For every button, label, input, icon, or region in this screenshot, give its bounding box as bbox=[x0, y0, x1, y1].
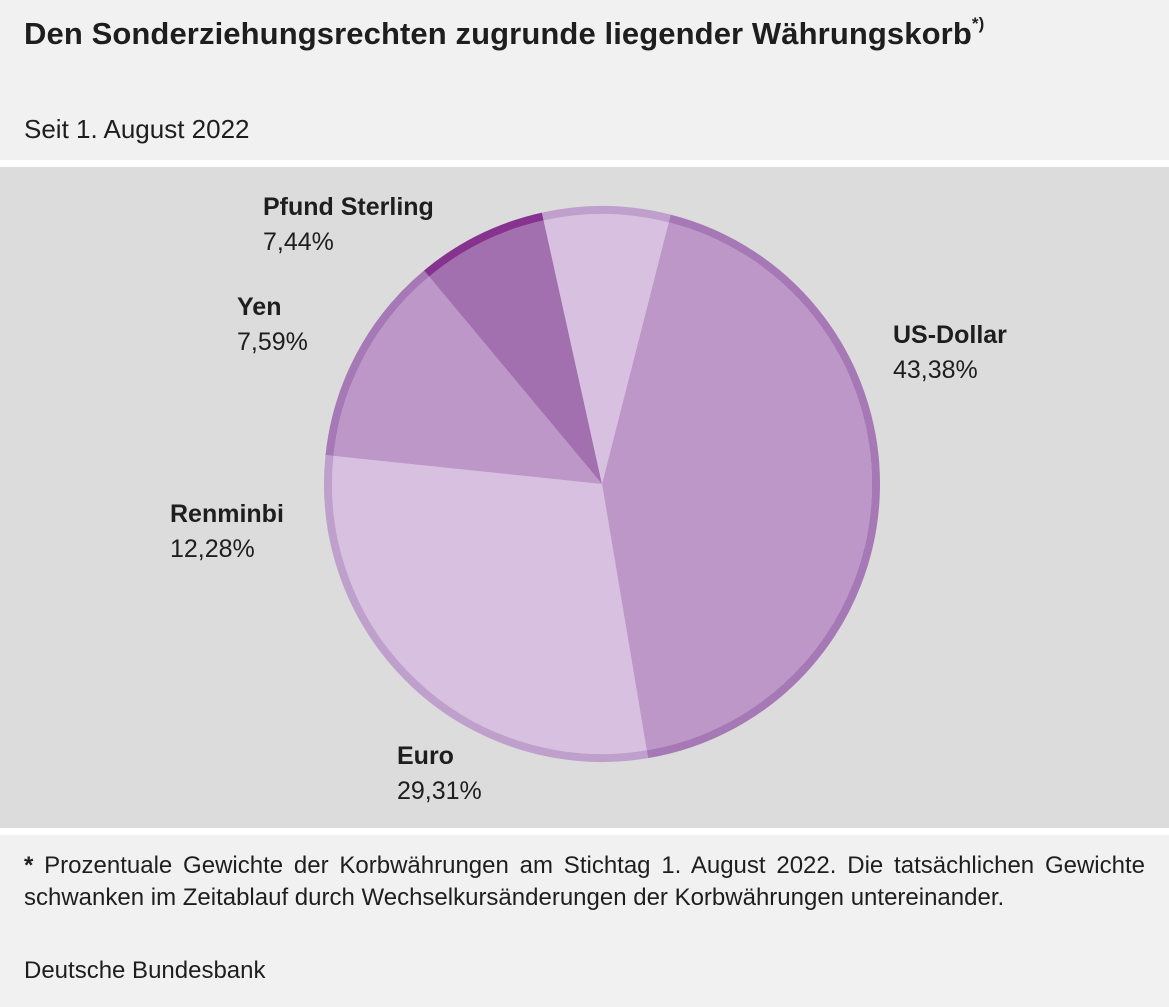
pie-rim-pfund-sterling bbox=[541, 206, 671, 223]
slice-value-us-dollar: 43,38% bbox=[893, 356, 978, 384]
slice-value-renminbi: 12,28% bbox=[170, 535, 255, 563]
bottom-divider bbox=[0, 828, 1169, 835]
pie-rim-renminbi bbox=[325, 270, 430, 456]
pie-rim-euro bbox=[324, 455, 649, 762]
footnote: * Prozentuale Gewichte der Korbwährungen… bbox=[24, 850, 1145, 914]
pie-slice-euro bbox=[331, 455, 647, 754]
pie-rim-us-dollar bbox=[646, 214, 880, 759]
pie-slice-us-dollar bbox=[602, 222, 872, 751]
label-renminbi: Renminbi 12,28% bbox=[170, 497, 284, 567]
chart-title: Den Sonderziehungsrechten zugrunde liege… bbox=[24, 13, 985, 52]
slice-value-euro: 29,31% bbox=[397, 777, 482, 805]
pie-rim-yen bbox=[424, 212, 544, 277]
label-yen: Yen 7,59% bbox=[237, 290, 308, 360]
slice-name-euro: Euro bbox=[397, 742, 454, 770]
label-us-dollar: US-Dollar 43,38% bbox=[893, 318, 1007, 388]
chart-subtitle: Seit 1. August 2022 bbox=[24, 114, 250, 144]
pie-slice-pfund-sterling bbox=[543, 214, 669, 484]
label-euro: Euro 29,31% bbox=[397, 739, 482, 809]
slice-name-yen: Yen bbox=[237, 293, 282, 321]
pie-slice-yen bbox=[429, 220, 602, 484]
slice-value-yen: 7,59% bbox=[237, 328, 308, 356]
chart-title-text: Den Sonderziehungsrechten zugrunde liege… bbox=[24, 16, 972, 51]
title-footnote-marker: *) bbox=[971, 13, 985, 33]
label-pfund-sterling: Pfund Sterling 7,44% bbox=[263, 190, 434, 260]
slice-name-us-dollar: US-Dollar bbox=[893, 321, 1007, 349]
slice-name-pfund-sterling: Pfund Sterling bbox=[263, 193, 434, 221]
chart-area: Pfund Sterling 7,44% Yen 7,59% US-Dollar… bbox=[0, 167, 1169, 828]
source-note: Deutsche Bundesbank bbox=[24, 957, 266, 984]
footnote-marker: * bbox=[24, 852, 34, 879]
footnote-text: Prozentuale Gewichte der Korbwährungen a… bbox=[24, 852, 1145, 911]
slice-value-pfund-sterling: 7,44% bbox=[263, 228, 334, 256]
slice-name-renminbi: Renminbi bbox=[170, 500, 284, 528]
pie-chart bbox=[324, 206, 880, 762]
pie-slice-renminbi bbox=[333, 276, 602, 484]
top-divider bbox=[0, 160, 1169, 167]
